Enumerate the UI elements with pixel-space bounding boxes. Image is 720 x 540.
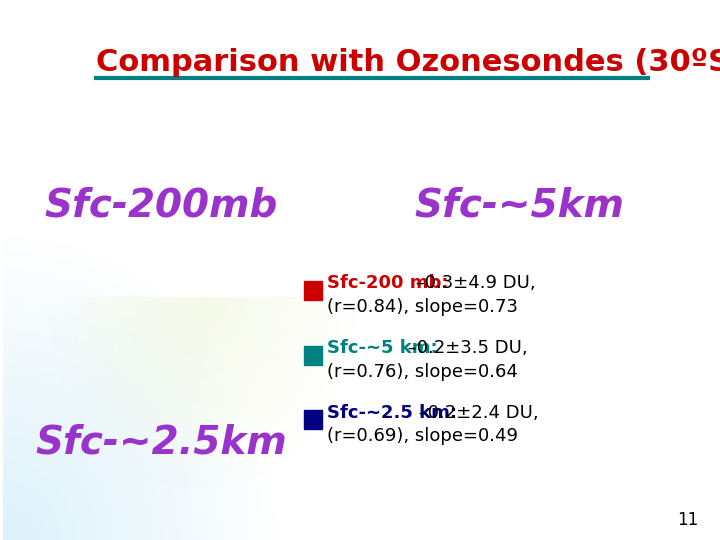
Text: Comparison with Ozonesondes (30ºS-30ºN): Comparison with Ozonesondes (30ºS-30ºN) — [96, 48, 720, 77]
Text: Sfc-~2.5 km:: Sfc-~2.5 km: — [327, 404, 457, 422]
Bar — [305, 410, 322, 429]
Bar — [305, 346, 322, 365]
Text: Sfc-~5km: Sfc-~5km — [414, 186, 624, 224]
Text: Sfc-200mb: Sfc-200mb — [44, 186, 277, 224]
Text: (r=0.69), slope=0.49: (r=0.69), slope=0.49 — [327, 427, 518, 446]
Bar — [305, 281, 322, 300]
Text: (r=0.84), slope=0.73: (r=0.84), slope=0.73 — [327, 298, 518, 316]
Text: Sfc-200 mb:: Sfc-200 mb: — [327, 274, 449, 293]
Text: –0.3±4.9 DU,: –0.3±4.9 DU, — [410, 274, 535, 293]
Text: –0.2±2.4 DU,: –0.2±2.4 DU, — [413, 404, 539, 422]
Text: Sfc-~2.5km: Sfc-~2.5km — [35, 424, 287, 462]
Text: –0.2±3.5 DU,: –0.2±3.5 DU, — [402, 339, 528, 357]
Text: (r=0.76), slope=0.64: (r=0.76), slope=0.64 — [327, 362, 518, 381]
Text: 11: 11 — [678, 511, 698, 529]
Text: Sfc-~5 km:: Sfc-~5 km: — [327, 339, 438, 357]
